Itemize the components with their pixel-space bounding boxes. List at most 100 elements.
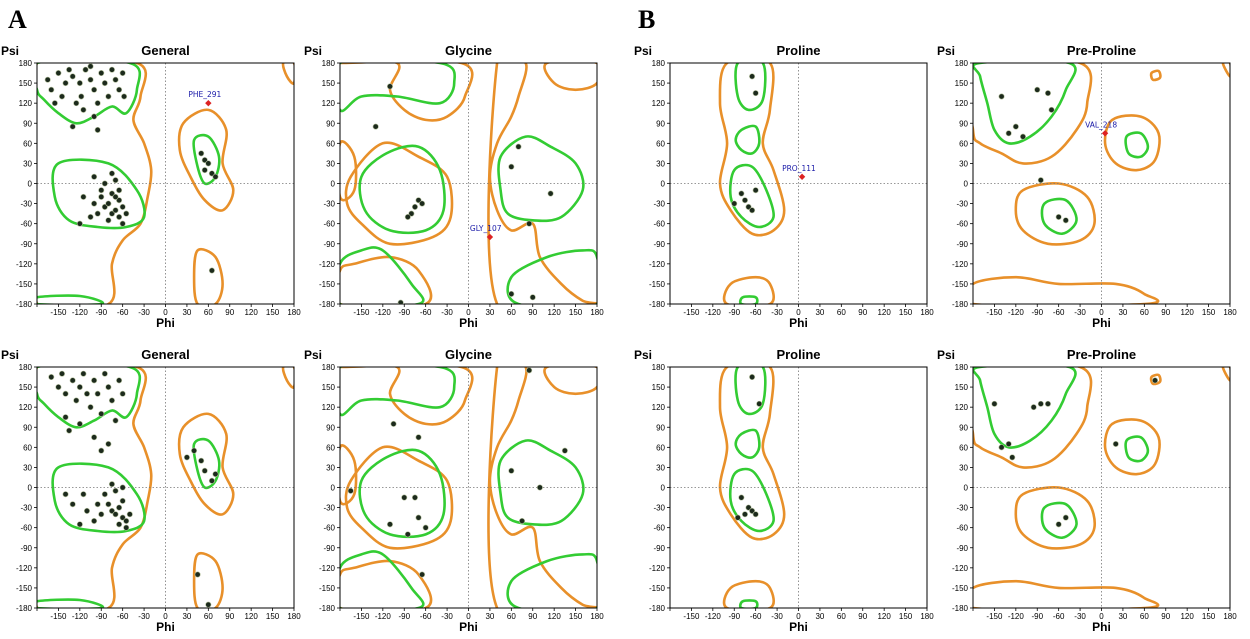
- x-tick-label: -90: [95, 308, 107, 317]
- outlier-point: [205, 99, 212, 107]
- x-tick-label: -90: [1031, 612, 1043, 621]
- x-tick-label: 30: [815, 612, 824, 621]
- x-tick-label: 0: [1099, 308, 1104, 317]
- data-point: [1030, 404, 1037, 411]
- favoured-region-contour: [51, 462, 146, 534]
- data-point: [108, 66, 115, 73]
- data-point: [347, 487, 354, 494]
- data-point: [94, 126, 101, 133]
- x-tick-label: -90: [398, 612, 410, 621]
- y-tick-label: 150: [19, 79, 33, 88]
- data-point: [1034, 86, 1041, 93]
- x-tick-label: -30: [1074, 308, 1086, 317]
- data-point: [55, 384, 62, 391]
- y-tick-label: 0: [964, 180, 969, 189]
- x-tick-label: 90: [1161, 308, 1170, 317]
- favoured-region-contour: [340, 63, 457, 113]
- data-point: [401, 494, 408, 501]
- y-tick-label: 120: [955, 403, 969, 412]
- data-point: [94, 390, 101, 397]
- x-tick-label: -150: [986, 612, 1003, 621]
- plot-a-glycine: Glycine Psi Phi -180 -150 -150 -120 -120 -90 -90 -…: [304, 43, 604, 330]
- x-tick-label: -60: [750, 308, 762, 317]
- x-tick-label: 90: [225, 308, 234, 317]
- favoured-region-contour: [358, 144, 446, 235]
- data-point: [547, 190, 554, 197]
- x-tick-label: 60: [204, 612, 213, 621]
- plots-container: GeneralPsiPhi-180-150-150-120-120-90-90-…: [1, 43, 1237, 634]
- y-tick-label: 120: [19, 403, 33, 412]
- x-tick-label: 180: [920, 612, 934, 621]
- data-points: [347, 367, 568, 578]
- y-tick-label: -180: [952, 604, 969, 613]
- x-tick-label: -120: [72, 308, 89, 317]
- data-point: [76, 420, 83, 427]
- x-tick-label: 30: [1118, 308, 1127, 317]
- y-tick-label: 180: [652, 363, 666, 372]
- y-tick-label: -90: [956, 544, 968, 553]
- x-tick-label: 120: [244, 612, 258, 621]
- x-tick-label: -120: [1008, 308, 1025, 317]
- x-tick-label: -150: [353, 308, 370, 317]
- data-point: [112, 207, 119, 214]
- y-tick-label: 0: [331, 180, 336, 189]
- allowed-region-contour: [543, 367, 597, 396]
- data-point: [536, 484, 543, 491]
- data-point: [82, 66, 89, 73]
- y-tick-label: 90: [326, 423, 335, 432]
- x-tick-label: -120: [705, 612, 722, 621]
- data-point: [80, 106, 87, 113]
- favoured-region-contour: [51, 158, 146, 230]
- data-point: [756, 400, 763, 407]
- y-tick-label: 60: [656, 139, 665, 148]
- y-tick-label: 120: [322, 99, 336, 108]
- x-tick-label: 0: [163, 612, 168, 621]
- x-tick-label: 60: [507, 308, 516, 317]
- data-points: [734, 374, 763, 521]
- data-point: [1062, 217, 1069, 224]
- data-point: [76, 80, 83, 87]
- x-tick-label: -30: [771, 308, 783, 317]
- data-point: [105, 440, 112, 447]
- y-tick-label: 30: [326, 463, 335, 472]
- allowed-region-contour: [1014, 181, 1096, 246]
- data-points: [48, 370, 219, 608]
- favoured-region-contour: [37, 367, 142, 429]
- data-point: [201, 467, 208, 474]
- y-tick-label: -180: [16, 604, 33, 613]
- x-tick-label: 90: [858, 308, 867, 317]
- x-tick-label: -60: [420, 308, 432, 317]
- y-axis-label: Psi: [304, 348, 322, 362]
- x-tick-label: 180: [287, 308, 301, 317]
- data-point: [1055, 521, 1062, 528]
- data-point: [752, 511, 759, 518]
- y-tick-label: -150: [319, 280, 336, 289]
- x-tick-label: -90: [95, 612, 107, 621]
- x-tick-label: -150: [683, 612, 700, 621]
- data-point: [69, 501, 76, 508]
- y-tick-label: 150: [322, 79, 336, 88]
- allowed-region-contour: [1103, 418, 1161, 476]
- allowed-region-contour: [177, 108, 235, 212]
- y-tick-label: 30: [656, 159, 665, 168]
- y-tick-label: 120: [652, 99, 666, 108]
- favoured-region-contour: [738, 599, 759, 608]
- region-contours: [37, 367, 294, 608]
- data-point: [119, 203, 126, 210]
- data-point: [116, 504, 123, 511]
- outlier-label: VAL_218: [1085, 120, 1117, 129]
- data-point: [87, 213, 94, 220]
- favoured-region-contour: [1040, 197, 1078, 236]
- data-point: [1152, 377, 1159, 384]
- favoured-region-contour: [497, 135, 585, 223]
- data-point: [519, 517, 526, 524]
- data-point: [83, 390, 90, 397]
- favoured-region-contour: [1124, 435, 1150, 463]
- y-axis-label: Psi: [1, 44, 19, 58]
- x-tick-label: 120: [1180, 612, 1194, 621]
- y-tick-label: -120: [16, 260, 33, 269]
- y-tick-label: 180: [955, 363, 969, 372]
- data-point: [55, 70, 62, 77]
- favoured-region-contour: [973, 367, 1077, 449]
- data-point: [91, 517, 98, 524]
